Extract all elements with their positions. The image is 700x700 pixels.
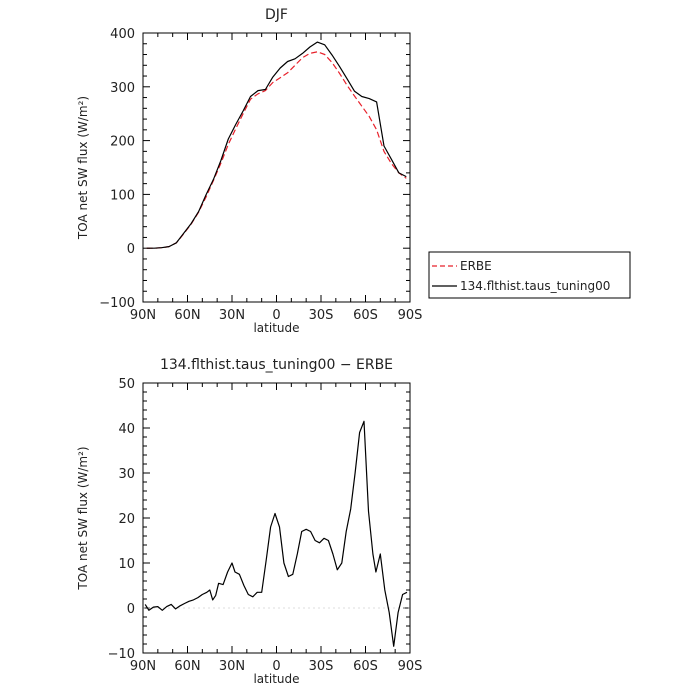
top-x-tick-label: 30S (309, 308, 334, 323)
top-series-line-134-flthist-taus-tuning00 (146, 41, 407, 249)
bottom-y-tick-label: 40 (118, 422, 135, 437)
top-y-tick-label: 100 (110, 188, 135, 203)
legend-label: 134.flthist.taus_tuning00 (460, 279, 610, 293)
top-series-line-erbe (146, 51, 407, 249)
bottom-x-tick-label: 30N (219, 659, 245, 674)
legend-label: ERBE (460, 259, 492, 273)
bottom-y-tick-label: 10 (118, 557, 135, 572)
bottom-y-tick-label: 0 (127, 602, 135, 617)
top-x-tick-label: 60N (174, 308, 200, 323)
bottom-chart-title: 134.flthist.taus_tuning00 − ERBE (160, 357, 393, 373)
top-x-axis-title: latitude (253, 321, 299, 335)
bottom-series-line-difference (144, 420, 408, 647)
legend-box (428, 251, 631, 299)
bottom-y-tick-label: 30 (118, 467, 135, 482)
top-y-tick-label: −100 (99, 296, 135, 311)
bottom-x-tick-label: 60S (353, 659, 378, 674)
bottom-x-tick-label: 30S (309, 659, 334, 674)
top-x-tick-label: 30N (219, 308, 245, 323)
top-chart-title: DJF (265, 7, 288, 23)
panel-bottom: 90N 60N 30N 0 30S 60S 90S −10 0 10 20 30 40 50 134.flt… (76, 357, 422, 686)
top-x-tick-label: 90S (398, 308, 423, 323)
top-y-tick-label: 400 (110, 27, 135, 42)
legend: ERBE 134.flthist.taus_tuning00 (428, 251, 631, 299)
panel-top: 90N 60N 30N 0 30S 60S 90S −100 0 100 200 300 400 DJF l… (76, 7, 422, 335)
top-y-tick-label: 300 (110, 81, 135, 96)
bottom-x-tick-label: 0 (272, 659, 280, 674)
top-y-tick-label: 200 (110, 135, 135, 150)
bottom-y-axis-title: TOA net SW flux (W/m²) (76, 446, 90, 590)
top-y-axis-title: TOA net SW flux (W/m²) (76, 96, 90, 240)
top-y-tick-label: 0 (127, 242, 135, 257)
bottom-y-tick-label: 20 (118, 512, 135, 527)
bottom-y-tick-label: −10 (108, 647, 135, 662)
top-x-tick-label: 0 (272, 308, 280, 323)
top-x-tick-label: 90N (130, 308, 156, 323)
bottom-x-tick-label: 90N (130, 659, 156, 674)
top-x-tick-label: 60S (353, 308, 378, 323)
bottom-x-tick-label: 60N (174, 659, 200, 674)
bottom-x-tick-label: 90S (398, 659, 423, 674)
bottom-x-axis-title: latitude (253, 672, 299, 686)
bottom-y-tick-label: 50 (118, 377, 135, 392)
